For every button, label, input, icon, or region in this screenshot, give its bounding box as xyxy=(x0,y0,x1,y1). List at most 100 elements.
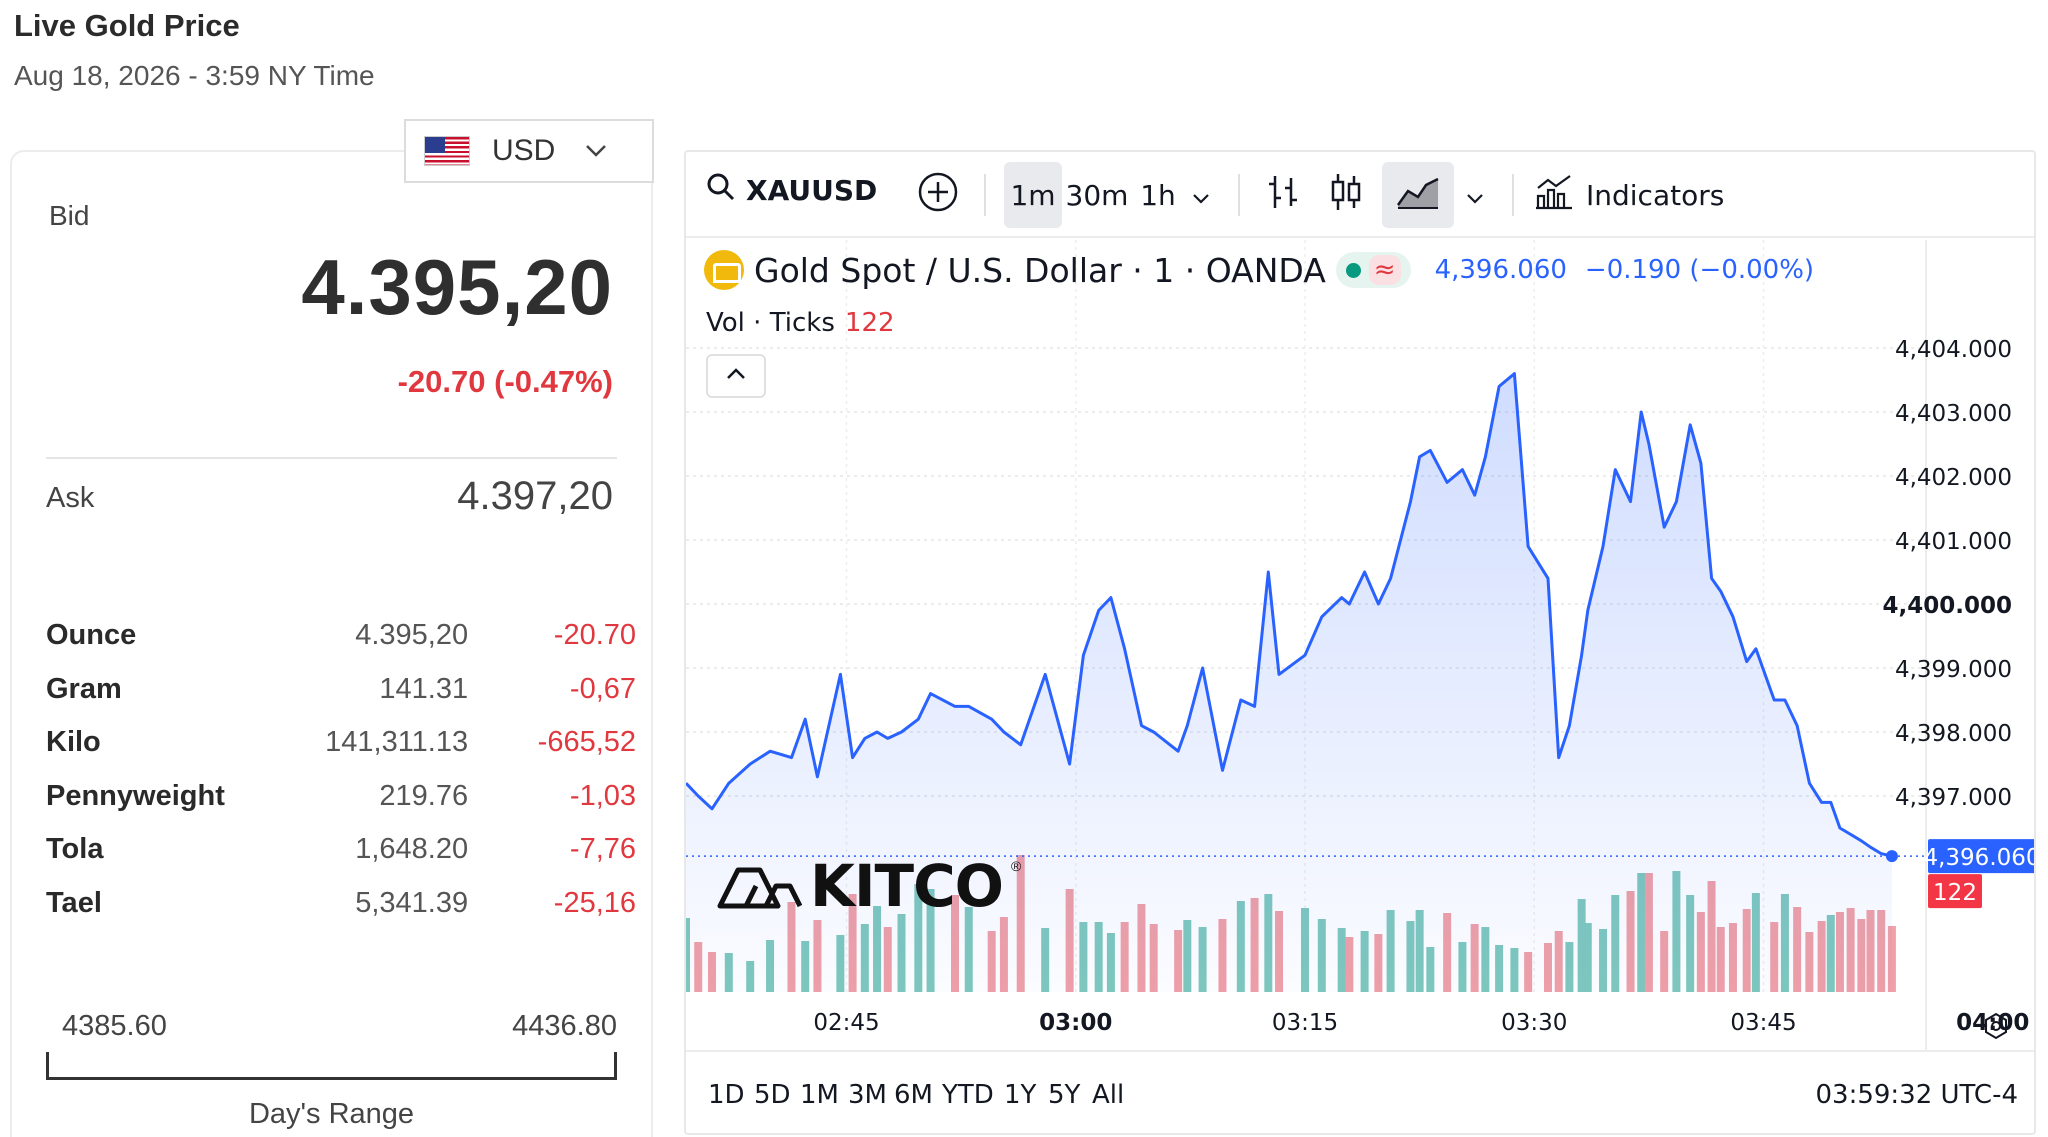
symbol-search[interactable]: XAUUSD xyxy=(706,172,877,209)
page-title: Live Gold Price xyxy=(14,8,240,43)
price-line xyxy=(686,372,1893,858)
chevron-up-icon xyxy=(726,367,746,385)
interval-1h[interactable]: 1h xyxy=(1140,178,1176,212)
price-panel: Bid 4.395,20 -20.70 (-0.47%) Ask 4.397,2… xyxy=(10,150,653,1137)
candlestick-icon xyxy=(1329,172,1363,219)
x-tick-label: 03:30 xyxy=(1501,1010,1567,1036)
volume-bar xyxy=(1887,926,1896,992)
range-1d-button[interactable]: 1D xyxy=(708,1080,745,1110)
plus-circle-icon xyxy=(917,171,959,220)
unit-name: Pennyweight xyxy=(46,779,225,812)
unit-price-table: Ounce 4.395,20 -20.70 Gram 141.31 -0,67 … xyxy=(46,609,636,930)
x-tick-label: 02:45 xyxy=(813,1010,879,1036)
legend-change: −0.190 (−0.00%) xyxy=(1584,255,1815,285)
unit-change: -0,67 xyxy=(569,672,637,705)
unit-name: Tola xyxy=(46,833,104,866)
y-tick-label: 4,397.000 xyxy=(1895,785,2012,811)
bars-style-button[interactable] xyxy=(1256,162,1312,228)
area-style-button[interactable] xyxy=(1382,162,1454,228)
unit-change: -25,16 xyxy=(553,886,637,919)
settings-hex-icon-center xyxy=(1991,1021,2001,1031)
x-tick-label: 03:15 xyxy=(1272,1010,1338,1036)
indicators-button[interactable]: Indicators xyxy=(1534,162,1734,228)
range-bar: 1D 5D 1M 3M 6M YTD 1Y 5Y All 03:59:32 UT… xyxy=(686,1050,2034,1133)
price-chart[interactable]: 4,404.000 4,403.000 4,402.000 4,401.000 4,40… xyxy=(686,152,2036,1050)
chart-clock: 03:59:32 UTC-4 xyxy=(1815,1080,2018,1110)
page-subtitle: Aug 18, 2026 - 3:59 NY Time xyxy=(14,60,375,91)
compare-add-button[interactable] xyxy=(914,162,962,228)
chevron-down-icon xyxy=(585,138,607,164)
us-flag-icon xyxy=(424,136,470,166)
y-tick-label: 4,404.000 xyxy=(1895,337,2012,363)
bid-change: -20.70 (-0.47%) xyxy=(397,364,613,399)
chart-legend: Gold Spot / U.S. Dollar · 1 · OANDA ≈ 4,… xyxy=(704,250,1814,290)
y-tick-label: 4,403.000 xyxy=(1895,401,2012,427)
symbol-description: Gold Spot / U.S. Dollar · 1 · OANDA xyxy=(754,250,1326,290)
table-row: Tola 1,648.20 -7,76 xyxy=(46,823,636,877)
unit-price: 141.31 xyxy=(379,672,469,705)
collapse-legend-button[interactable] xyxy=(706,354,766,398)
y-tick-label: 4,402.000 xyxy=(1895,465,2012,491)
day-range-low: 4385.60 xyxy=(62,1010,167,1042)
symbol-label: XAUUSD xyxy=(746,174,878,207)
last-volume-badge xyxy=(1928,874,1982,909)
kitco-registered-mark: ® xyxy=(1010,858,1022,874)
interval-30m[interactable]: 30m xyxy=(1065,178,1129,212)
currency-label: USD xyxy=(492,134,556,167)
market-open-dot-icon xyxy=(1345,262,1361,278)
y-tick-label: 4,398.000 xyxy=(1895,721,2012,747)
y-tick-label: 4,401.000 xyxy=(1895,529,2012,555)
indicators-label: Indicators xyxy=(1586,178,1725,212)
range-ytd-button[interactable]: YTD xyxy=(942,1080,994,1110)
range-5d-button[interactable]: 5D xyxy=(754,1080,791,1110)
last-price-dot xyxy=(1885,850,1898,863)
unit-change: -665,52 xyxy=(537,726,637,759)
interval-dropdown[interactable] xyxy=(1186,162,1216,228)
range-3m-button[interactable]: 3M xyxy=(848,1080,887,1110)
unit-name: Gram xyxy=(46,672,122,705)
unit-name: Ounce xyxy=(46,619,137,652)
price-area xyxy=(686,373,1892,993)
search-icon xyxy=(706,172,736,209)
kitco-wordmark: KITCO xyxy=(810,852,1004,920)
area-chart-icon xyxy=(1396,175,1440,216)
unit-price: 5,341.39 xyxy=(355,886,469,919)
bid-price: 4.395,20 xyxy=(301,243,613,331)
last-price-label: 4,396.060 xyxy=(1923,845,2036,871)
kitco-logo: KITCO ® xyxy=(716,852,1021,920)
legend-price: 4,396.060 xyxy=(1434,255,1567,285)
indicators-icon xyxy=(1534,174,1574,217)
unit-change: -20.70 xyxy=(553,619,637,652)
chevron-down-icon xyxy=(1192,179,1210,212)
unit-change: -1,03 xyxy=(569,779,637,812)
range-6m-button[interactable]: 6M xyxy=(894,1080,933,1110)
unit-name: Tael xyxy=(46,886,102,919)
y-tick-label: 4,399.000 xyxy=(1895,657,2012,683)
currency-select[interactable]: USD xyxy=(404,119,654,183)
volume-value: 122 xyxy=(844,308,895,338)
volume-label: Vol · Ticks xyxy=(706,308,835,338)
chart-toolbar: XAUUSD 1m 30m 1h xyxy=(686,152,2034,238)
candles-style-button[interactable] xyxy=(1318,162,1374,228)
unit-price: 4.395,20 xyxy=(355,619,469,652)
range-5y-button[interactable]: 5Y xyxy=(1048,1080,1081,1110)
unit-price: 219.76 xyxy=(379,779,469,812)
unit-name: Kilo xyxy=(46,726,101,759)
ohlc-bars-icon xyxy=(1267,172,1301,219)
market-status-badge: ≈ xyxy=(1335,252,1411,288)
volume-legend: Vol · Ticks 122 xyxy=(706,308,895,338)
divider xyxy=(46,457,617,459)
range-1y-button[interactable]: 1Y xyxy=(1004,1080,1037,1110)
range-1m-button[interactable]: 1M xyxy=(800,1080,839,1110)
table-row: Ounce 4.395,20 -20.70 xyxy=(46,609,636,663)
kitco-bars-icon xyxy=(717,867,802,909)
gold-bar-icon xyxy=(704,250,744,290)
x-tick-label: 03:00 xyxy=(1039,1010,1112,1036)
style-dropdown[interactable] xyxy=(1460,162,1490,228)
table-row: Kilo 141,311.13 -665,52 xyxy=(46,716,636,770)
day-range-bar xyxy=(46,1052,617,1080)
unit-price: 1,648.20 xyxy=(355,833,469,866)
range-all-button[interactable]: All xyxy=(1092,1080,1125,1110)
chart-panel: XAUUSD 1m 30m 1h xyxy=(684,150,2036,1135)
interval-1m[interactable]: 1m xyxy=(1004,162,1062,228)
